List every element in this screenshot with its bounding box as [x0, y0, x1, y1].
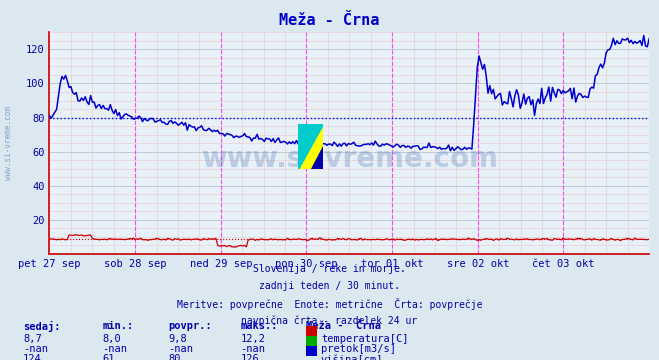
- Text: povpr.:: povpr.:: [168, 321, 212, 331]
- Text: 80: 80: [168, 354, 181, 360]
- Text: temperatura[C]: temperatura[C]: [321, 334, 409, 344]
- Text: sedaj:: sedaj:: [23, 321, 61, 332]
- Text: 8,7: 8,7: [23, 334, 42, 344]
- Text: zadnji teden / 30 minut.: zadnji teden / 30 minut.: [259, 281, 400, 291]
- Text: Slovenija / reke in morje.: Slovenija / reke in morje.: [253, 264, 406, 274]
- Text: Meritve: povprečne  Enote: metrične  Črta: povprečje: Meritve: povprečne Enote: metrične Črta:…: [177, 298, 482, 310]
- Polygon shape: [299, 124, 324, 168]
- Text: www.si-vreme.com: www.si-vreme.com: [201, 145, 498, 172]
- Text: 8,0: 8,0: [102, 334, 121, 344]
- Text: min.:: min.:: [102, 321, 133, 331]
- Text: -nan: -nan: [102, 344, 127, 354]
- Text: Meža - Črna: Meža - Črna: [279, 13, 380, 28]
- Text: višina[cm]: višina[cm]: [321, 354, 384, 360]
- Text: 126: 126: [241, 354, 259, 360]
- Text: -nan: -nan: [168, 344, 193, 354]
- Text: -nan: -nan: [241, 344, 266, 354]
- Text: 61: 61: [102, 354, 115, 360]
- Polygon shape: [311, 147, 324, 168]
- Text: navpična črta - razdelek 24 ur: navpična črta - razdelek 24 ur: [241, 315, 418, 326]
- Text: pretok[m3/s]: pretok[m3/s]: [321, 344, 396, 354]
- Text: 124: 124: [23, 354, 42, 360]
- Text: www.si-vreme.com: www.si-vreme.com: [4, 106, 13, 180]
- Polygon shape: [299, 124, 324, 168]
- Text: -nan: -nan: [23, 344, 48, 354]
- Text: Meža -  Črna: Meža - Črna: [306, 321, 382, 331]
- Text: 9,8: 9,8: [168, 334, 186, 344]
- Text: maks.:: maks.:: [241, 321, 278, 331]
- Text: 12,2: 12,2: [241, 334, 266, 344]
